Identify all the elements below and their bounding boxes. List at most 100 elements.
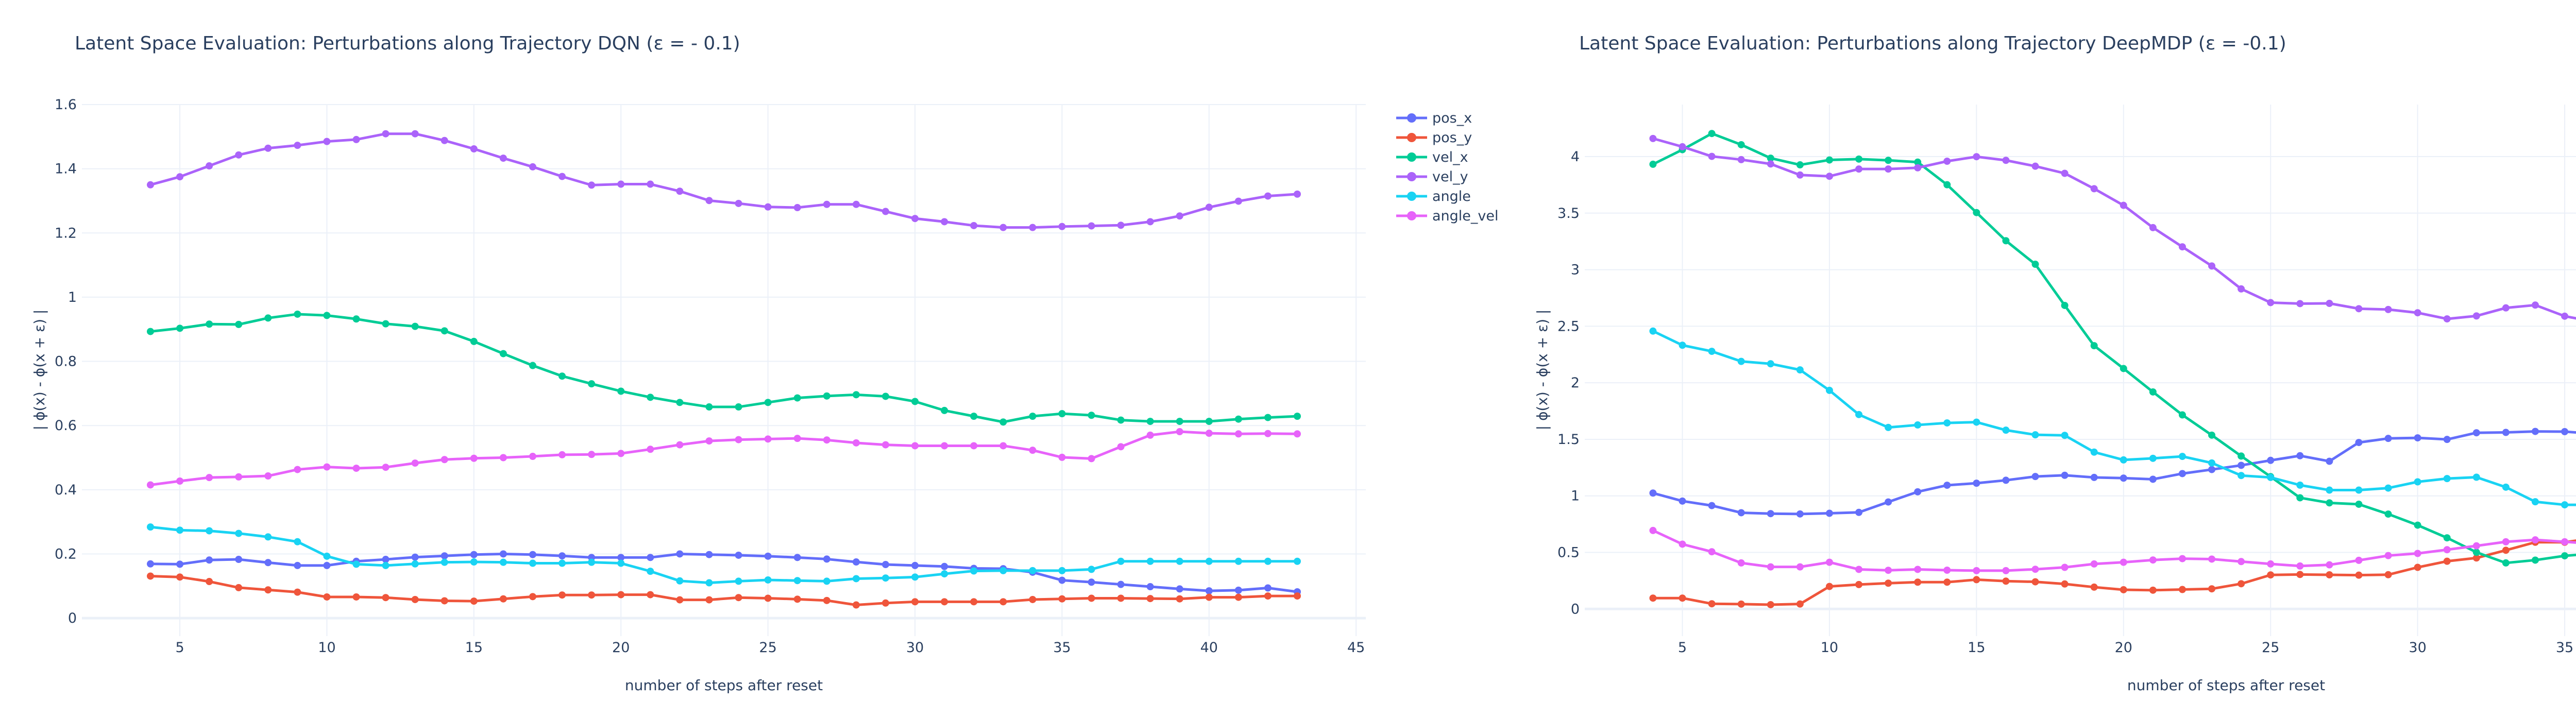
series-angle[interactable] xyxy=(1649,327,2576,511)
data-point-vel_x[interactable] xyxy=(2531,556,2539,564)
legend-item-vel_x[interactable]: vel_x xyxy=(1396,149,1468,165)
series-line-pos_x[interactable] xyxy=(150,552,1298,593)
data-point-pos_x[interactable] xyxy=(2296,452,2304,459)
data-point-angle[interactable] xyxy=(970,567,978,575)
data-point-angle_vel[interactable] xyxy=(2267,560,2275,568)
data-point-angle_vel[interactable] xyxy=(1796,563,1804,571)
series-line-angle[interactable] xyxy=(1652,330,2576,508)
data-point-pos_x[interactable] xyxy=(882,561,889,569)
data-point-vel_x[interactable] xyxy=(970,413,978,420)
data-point-angle[interactable] xyxy=(294,538,301,545)
data-point-angle_vel[interactable] xyxy=(1943,566,1951,574)
data-point-vel_y[interactable] xyxy=(2238,285,2245,293)
data-point-vel_y[interactable] xyxy=(2149,224,2157,231)
data-point-vel_y[interactable] xyxy=(1767,160,1774,168)
data-point-angle[interactable] xyxy=(558,559,566,567)
data-point-pos_y[interactable] xyxy=(1205,593,1213,601)
data-point-pos_x[interactable] xyxy=(2414,434,2421,442)
data-point-vel_y[interactable] xyxy=(1855,165,1863,173)
data-point-vel_x[interactable] xyxy=(2561,552,2569,560)
data-point-angle_vel[interactable] xyxy=(911,442,919,450)
data-point-vel_y[interactable] xyxy=(1679,143,1686,150)
data-point-pos_x[interactable] xyxy=(529,551,536,558)
data-point-pos_y[interactable] xyxy=(1649,594,1657,602)
data-point-angle_vel[interactable] xyxy=(1029,447,1037,454)
data-point-angle[interactable] xyxy=(882,574,889,582)
data-point-vel_y[interactable] xyxy=(294,142,301,149)
data-point-angle_vel[interactable] xyxy=(1885,567,1892,574)
data-point-angle_vel[interactable] xyxy=(2561,538,2569,545)
data-point-angle_vel[interactable] xyxy=(2384,552,2392,559)
data-point-pos_y[interactable] xyxy=(2120,586,2127,593)
data-point-angle[interactable] xyxy=(382,561,389,569)
data-point-angle_vel[interactable] xyxy=(1234,430,1242,438)
data-point-vel_y[interactable] xyxy=(1117,221,1125,229)
data-point-vel_x[interactable] xyxy=(2031,261,2039,268)
data-point-pos_x[interactable] xyxy=(264,559,272,567)
data-point-pos_x[interactable] xyxy=(440,552,448,560)
series-vel_y[interactable] xyxy=(1649,134,2576,335)
series-vel_y[interactable] xyxy=(146,130,1301,231)
data-point-pos_y[interactable] xyxy=(294,588,301,596)
data-point-angle[interactable] xyxy=(764,576,772,584)
data-point-pos_y[interactable] xyxy=(705,596,713,604)
data-point-vel_x[interactable] xyxy=(1855,155,1863,163)
data-point-angle[interactable] xyxy=(2267,473,2275,481)
data-point-vel_x[interactable] xyxy=(617,387,625,395)
data-point-vel_x[interactable] xyxy=(793,394,801,402)
data-point-angle_vel[interactable] xyxy=(2531,536,2539,544)
data-point-angle_vel[interactable] xyxy=(705,437,713,445)
data-point-vel_y[interactable] xyxy=(1649,134,1657,142)
data-point-pos_x[interactable] xyxy=(2149,475,2157,483)
series-pos_y[interactable] xyxy=(146,572,1301,609)
data-point-angle_vel[interactable] xyxy=(2120,558,2127,566)
legend-item-pos_y[interactable]: pos_y xyxy=(1396,130,1472,146)
data-point-pos_x[interactable] xyxy=(1796,510,1804,518)
data-point-vel_y[interactable] xyxy=(1708,152,1716,160)
data-point-pos_y[interactable] xyxy=(911,598,919,606)
data-point-pos_x[interactable] xyxy=(2267,456,2275,464)
data-point-angle_vel[interactable] xyxy=(617,450,625,457)
data-point-angle_vel[interactable] xyxy=(1205,430,1213,437)
data-point-pos_x[interactable] xyxy=(705,551,713,558)
data-point-angle_vel[interactable] xyxy=(2031,566,2039,573)
data-point-pos_y[interactable] xyxy=(1117,594,1125,602)
data-point-vel_y[interactable] xyxy=(882,208,889,215)
data-point-pos_y[interactable] xyxy=(1294,592,1301,600)
data-point-pos_x[interactable] xyxy=(1943,482,1951,489)
data-point-vel_x[interactable] xyxy=(2120,365,2127,372)
data-point-angle[interactable] xyxy=(999,567,1007,574)
data-point-angle_vel[interactable] xyxy=(1708,548,1716,556)
data-point-vel_x[interactable] xyxy=(2326,499,2333,507)
data-point-angle_vel[interactable] xyxy=(793,435,801,442)
data-point-pos_y[interactable] xyxy=(2472,554,2480,562)
data-point-vel_y[interactable] xyxy=(2031,162,2039,170)
data-point-vel_y[interactable] xyxy=(647,180,654,188)
data-point-vel_y[interactable] xyxy=(793,204,801,212)
data-point-vel_x[interactable] xyxy=(1117,416,1125,424)
data-point-pos_x[interactable] xyxy=(2384,435,2392,442)
data-point-angle[interactable] xyxy=(2296,481,2304,489)
data-point-pos_y[interactable] xyxy=(2090,583,2098,591)
data-point-angle_vel[interactable] xyxy=(352,465,360,472)
data-point-vel_y[interactable] xyxy=(206,162,213,170)
data-point-vel_y[interactable] xyxy=(2208,262,2216,270)
data-point-angle[interactable] xyxy=(1029,567,1037,574)
data-point-pos_y[interactable] xyxy=(1058,595,1066,603)
data-point-vel_x[interactable] xyxy=(1885,157,1892,164)
data-point-pos_y[interactable] xyxy=(1029,595,1037,603)
data-point-angle_vel[interactable] xyxy=(2414,550,2421,557)
data-point-pos_x[interactable] xyxy=(470,551,478,558)
data-point-angle[interactable] xyxy=(911,573,919,581)
data-point-angle_vel[interactable] xyxy=(499,454,507,461)
data-point-vel_y[interactable] xyxy=(529,163,536,170)
data-point-pos_y[interactable] xyxy=(382,594,389,602)
data-point-angle[interactable] xyxy=(823,577,831,585)
data-point-pos_x[interactable] xyxy=(2031,473,2039,481)
data-point-angle_vel[interactable] xyxy=(1146,431,1154,439)
data-point-pos_y[interactable] xyxy=(999,598,1007,606)
data-point-pos_y[interactable] xyxy=(499,595,507,603)
data-point-angle[interactable] xyxy=(1943,419,1951,427)
data-point-vel_y[interactable] xyxy=(1176,212,1183,220)
series-pos_y[interactable] xyxy=(1649,497,2576,608)
